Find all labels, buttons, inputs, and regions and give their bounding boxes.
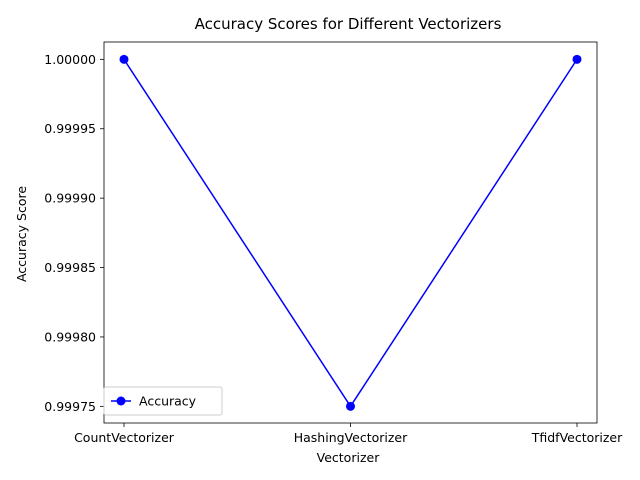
- data-point-accuracy: [346, 401, 355, 411]
- legend-box: [103, 386, 223, 416]
- x-axis-label: Vectorizer: [317, 450, 381, 465]
- y-tick-label: 0.99975: [44, 399, 96, 414]
- y-axis-label: Accuracy Score: [14, 186, 29, 282]
- x-tick-label: TfidfVectorizer: [531, 430, 623, 445]
- y-tick-label: 0.99985: [44, 260, 96, 275]
- legend-label-accuracy: Accuracy: [139, 394, 197, 409]
- y-tick-label: 1.00000: [44, 52, 96, 67]
- data-point-accuracy: [572, 54, 582, 64]
- y-tick-label: 0.99980: [44, 329, 96, 344]
- chart-title: Accuracy Scores for Different Vectorizer…: [195, 15, 502, 33]
- legend-marker-swatch: [116, 396, 126, 406]
- legend: Accuracy: [103, 386, 223, 416]
- plot-area: CountVectorizer HashingVectorizer TfidfVec…: [44, 41, 623, 445]
- x-tick-label: HashingVectorizer: [294, 430, 408, 445]
- x-tick-label: CountVectorizer: [74, 430, 175, 445]
- y-tick-label: 0.99995: [44, 121, 96, 136]
- y-tick-label: 0.99990: [44, 191, 96, 206]
- data-point-accuracy: [119, 54, 129, 64]
